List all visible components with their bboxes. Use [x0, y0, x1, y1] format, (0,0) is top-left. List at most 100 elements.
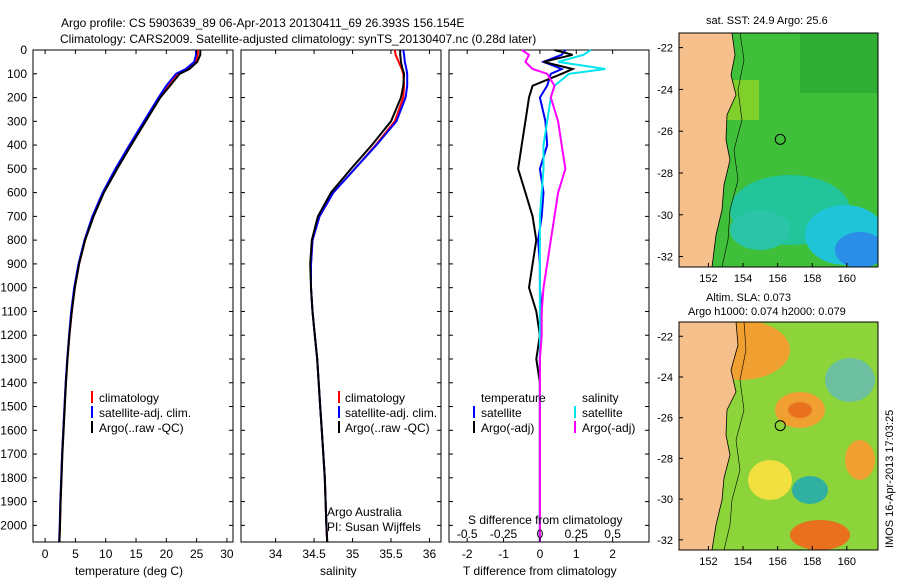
x-tick-label: 25 [190, 547, 204, 561]
series-line-s-satellite [538, 49, 606, 542]
x-tick-label: -2 [462, 547, 473, 561]
s-tick-label: 0 [537, 527, 544, 541]
map-y-tick-label: -28 [657, 168, 673, 180]
temperature-series [58, 50, 202, 543]
map-x-tick-label: 152 [699, 556, 717, 568]
depth-tick-label: 0 [20, 43, 27, 57]
sla-field-patch [790, 520, 850, 550]
s-difference-label: S difference from climatology [468, 513, 623, 527]
map-x-tick-label: 158 [803, 273, 821, 285]
depth-tick-label: 800 [7, 233, 27, 247]
map-x-tick-label: 154 [734, 556, 752, 568]
map-y-tick-label: -28 [657, 453, 673, 465]
float-position-marker [774, 420, 786, 432]
legend-temp-title: temperature [481, 391, 546, 405]
map-y-tick-label: -32 [657, 252, 673, 264]
depth-tick-label: 1400 [0, 376, 27, 390]
x-tick-label: 5 [72, 547, 79, 561]
isobath [723, 322, 747, 550]
legend-satellite: satellite-adj. clim. [345, 406, 437, 420]
land-mass [679, 322, 739, 550]
sla-map-ticks: 152 154 156 158 160 -22 -24 -26 -28 -30 -32 [657, 331, 856, 568]
legend-t-satellite: satellite [481, 406, 522, 420]
sst-map-ticks: 152 154 156 158 160 -22 -24 -26 -28 -30 -32 [657, 43, 856, 285]
x-tick-label: 0 [537, 547, 544, 561]
float-position-marker [774, 133, 786, 145]
difference-series [517, 49, 606, 542]
sla-map-title2: Argo h1000: 0.074 h2000: 0.079 [688, 306, 846, 318]
depth-tick-label: 1200 [0, 328, 27, 342]
difference-x-ticks: -2 -1 0 1 2 [462, 50, 616, 561]
salinity-series [309, 49, 409, 543]
legend-satellite: satellite-adj. clim. [99, 406, 191, 420]
sla-map-frame [678, 321, 879, 551]
legend-sal-title: salinity [582, 391, 619, 405]
map-y-tick-label: -22 [657, 331, 673, 343]
depth-tick-label: 700 [7, 209, 27, 223]
legend-argo: Argo(..raw -QC) [345, 421, 430, 435]
depth-tick-label: 1800 [0, 471, 27, 485]
legend-t-argo: Argo(-adj) [481, 421, 534, 435]
depth-tick-label: 1100 [1, 304, 27, 318]
depth-tick-label: 2000 [0, 518, 27, 532]
depth-tick-label: 1900 [0, 495, 27, 509]
series-line-climatology [58, 50, 199, 543]
x-tick-label: 30 [220, 547, 234, 561]
sst-map-title: sat. SST: 24.9 Argo: 25.6 [706, 15, 828, 27]
depth-tick-label: 600 [7, 186, 27, 200]
sst-map-frame [678, 32, 879, 268]
s-tick-label: 0.5 [604, 527, 621, 541]
x-tick-label: 35 [346, 547, 360, 561]
map-y-tick-label: -30 [657, 210, 673, 222]
difference-plot-frame [448, 49, 650, 543]
map-y-tick-label: -26 [657, 126, 673, 138]
map-y-tick-label: -32 [657, 535, 673, 547]
map-y-tick-label: -30 [657, 494, 673, 506]
x-tick-label: -1 [498, 547, 509, 561]
depth-tick-label: 500 [7, 162, 27, 176]
depth-tick-label: 1000 [0, 281, 27, 295]
sst-field-patch [730, 210, 790, 250]
x-tick-label: 10 [99, 547, 113, 561]
depth-tick-label: 200 [7, 91, 27, 105]
map-x-tick-label: 156 [768, 273, 786, 285]
map-y-tick-label: -22 [657, 43, 673, 55]
x-tick-label: 2 [609, 547, 616, 561]
map-y-tick-label: -24 [657, 372, 673, 384]
annotation-line1: Argo Australia [327, 505, 402, 519]
depth-tick-label: 400 [7, 138, 27, 152]
sla-field-patch [748, 460, 792, 500]
x-tick-label: 1 [573, 547, 580, 561]
map-x-tick-label: 152 [699, 273, 717, 285]
legend-climatology: climatology [345, 391, 405, 405]
legend-s-argo: Argo(-adj) [582, 421, 635, 435]
sst-field-patch [800, 33, 878, 93]
depth-tick-label: 100 [7, 67, 27, 81]
legend-climatology: climatology [99, 391, 159, 405]
difference-legend: temperature salinity satellite Argo(-adj… [473, 391, 635, 435]
legend-s-satellite: satellite [582, 406, 623, 420]
depth-tick-label: 1500 [0, 400, 27, 414]
depth-tick-label: 300 [7, 114, 27, 128]
s-tick-label: -0.25 [490, 527, 518, 541]
depth-tick-label: 1300 [0, 352, 27, 366]
isobath [721, 33, 745, 267]
temperature-plot-frame [32, 49, 234, 543]
sla-map: 152 154 156 158 160 -22 -24 -26 -28 -30 -32 [657, 321, 879, 568]
header-line2: Climatology: CARS2009. Satellite-adjuste… [60, 32, 536, 46]
map-x-tick-label: 160 [838, 556, 856, 568]
temperature-legend: climatology satellite-adj. clim. Argo(..… [91, 391, 191, 435]
sst-map: 152 154 156 158 160 -22 -24 -26 -28 -30 -32 [657, 32, 879, 285]
land-mass [679, 33, 737, 267]
annotation-line2: PI: Susan Wijffels [327, 520, 421, 534]
series-line-argo-raw-qc- [309, 50, 406, 543]
temperature-x-ticks: 0 5 10 15 20 25 30 [42, 50, 234, 561]
salinity-plot-frame [240, 49, 442, 543]
legend-argo: Argo(..raw -QC) [99, 421, 184, 435]
imos-watermark: IMOS 16-Apr-2013 17:03:25 [884, 410, 896, 548]
sst-field-patch [835, 232, 878, 267]
salinity-legend: climatology satellite-adj. clim. Argo(..… [338, 391, 437, 435]
s-tick-label: -0.5 [457, 527, 478, 541]
map-x-tick-label: 154 [734, 273, 752, 285]
